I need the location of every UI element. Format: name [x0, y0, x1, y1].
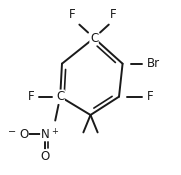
Text: Br: Br [147, 57, 160, 70]
Text: F: F [110, 8, 117, 21]
Text: F: F [69, 8, 76, 21]
Text: C: C [56, 90, 64, 103]
Text: O: O [40, 150, 50, 163]
Text: C: C [90, 32, 98, 44]
Text: F: F [28, 90, 34, 103]
Text: F: F [147, 90, 153, 103]
Text: O: O [19, 128, 28, 141]
Text: −: − [8, 127, 16, 137]
Text: +: + [51, 127, 58, 136]
Text: N: N [41, 128, 49, 141]
